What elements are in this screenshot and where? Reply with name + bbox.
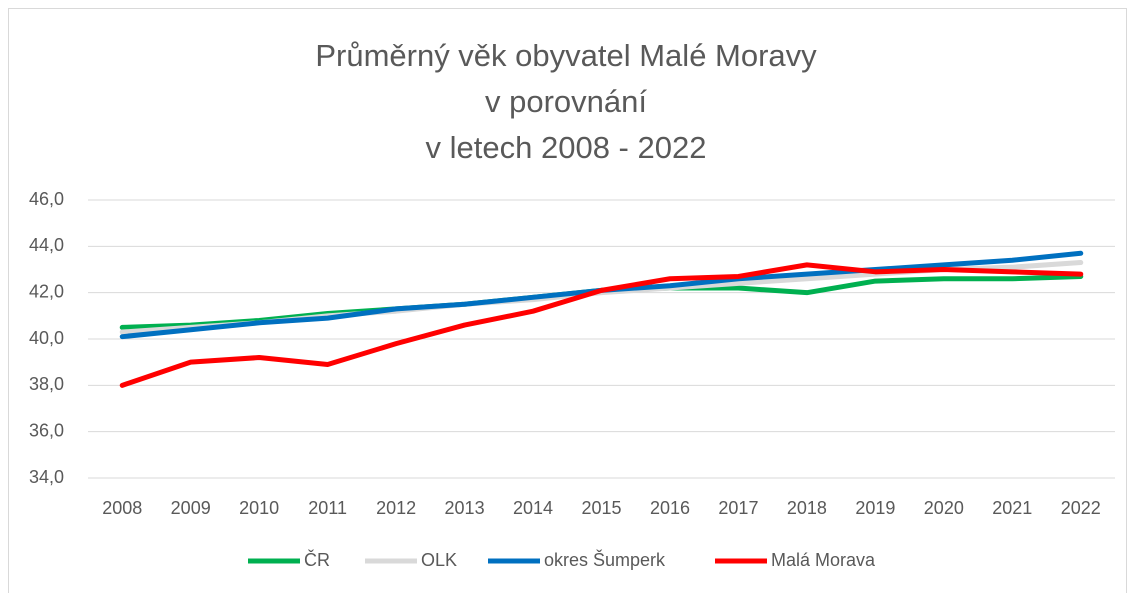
x-tick-label: 2020 <box>924 498 964 518</box>
x-tick-label: 2016 <box>650 498 690 518</box>
x-tick-label: 2018 <box>787 498 827 518</box>
x-tick-label: 2021 <box>992 498 1032 518</box>
x-tick-label: 2008 <box>102 498 142 518</box>
y-tick-label: 34,0 <box>29 467 64 487</box>
x-tick-label: 2009 <box>171 498 211 518</box>
y-tick-label: 38,0 <box>29 374 64 394</box>
legend-label: okres Šumperk <box>544 549 666 570</box>
legend-label: OLK <box>421 550 457 570</box>
chart-title: v porovnání <box>485 84 647 119</box>
x-tick-label: 2017 <box>718 498 758 518</box>
y-tick-label: 40,0 <box>29 328 64 348</box>
y-tick-label: 36,0 <box>29 420 64 440</box>
x-tick-label: 2010 <box>239 498 279 518</box>
y-tick-label: 42,0 <box>29 281 64 301</box>
series-line <box>119 262 1084 388</box>
x-tick-label: 2015 <box>581 498 621 518</box>
y-tick-label: 44,0 <box>29 235 64 255</box>
x-tick-label: 2013 <box>445 498 485 518</box>
x-tick-label: 2022 <box>1061 498 1101 518</box>
x-tick-label: 2011 <box>308 498 347 518</box>
chart-title: v letech 2008 - 2022 <box>426 130 707 165</box>
x-tick-label: 2019 <box>855 498 895 518</box>
chart-title: Průměrný věk obyvatel Malé Moravy <box>315 38 817 73</box>
legend-label: ČR <box>304 549 330 570</box>
x-tick-label: 2012 <box>376 498 416 518</box>
y-tick-label: 46,0 <box>29 189 64 209</box>
legend-label: Malá Morava <box>771 550 876 570</box>
x-tick-label: 2014 <box>513 498 553 518</box>
